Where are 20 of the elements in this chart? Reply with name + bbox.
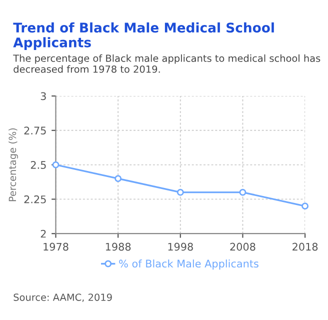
y-axis-title: Percentage (%) [8,128,18,202]
x-tick-label: 2018 [292,242,318,251]
x-tick-label: 1988 [106,242,131,251]
point [52,161,60,168]
x-tick-label: 1978 [44,242,68,251]
y-tick-label: 2.75 [24,126,46,135]
source-note: Source: AAMC, 2019 [14,294,112,302]
chart-title: Trend of Black Male Medical School Applicants [13,22,274,50]
y-tick-label: 2.5 [30,161,46,169]
point [176,188,184,196]
point [239,188,246,196]
point [302,202,309,210]
legend-label: % of Black Male Applicants [119,259,258,270]
chart-subtitle: The percentage of Black male applicants to medical school has decreased from 1978 to 2019. [13,54,320,73]
y-tick-label: 3 [40,92,46,100]
y-tick-label: 2 [40,230,46,238]
y-tick-label: 2.25 [24,195,46,204]
point [114,175,122,182]
x-tick-label: 1998 [168,242,193,251]
x-tick-label: 2008 [230,242,256,251]
